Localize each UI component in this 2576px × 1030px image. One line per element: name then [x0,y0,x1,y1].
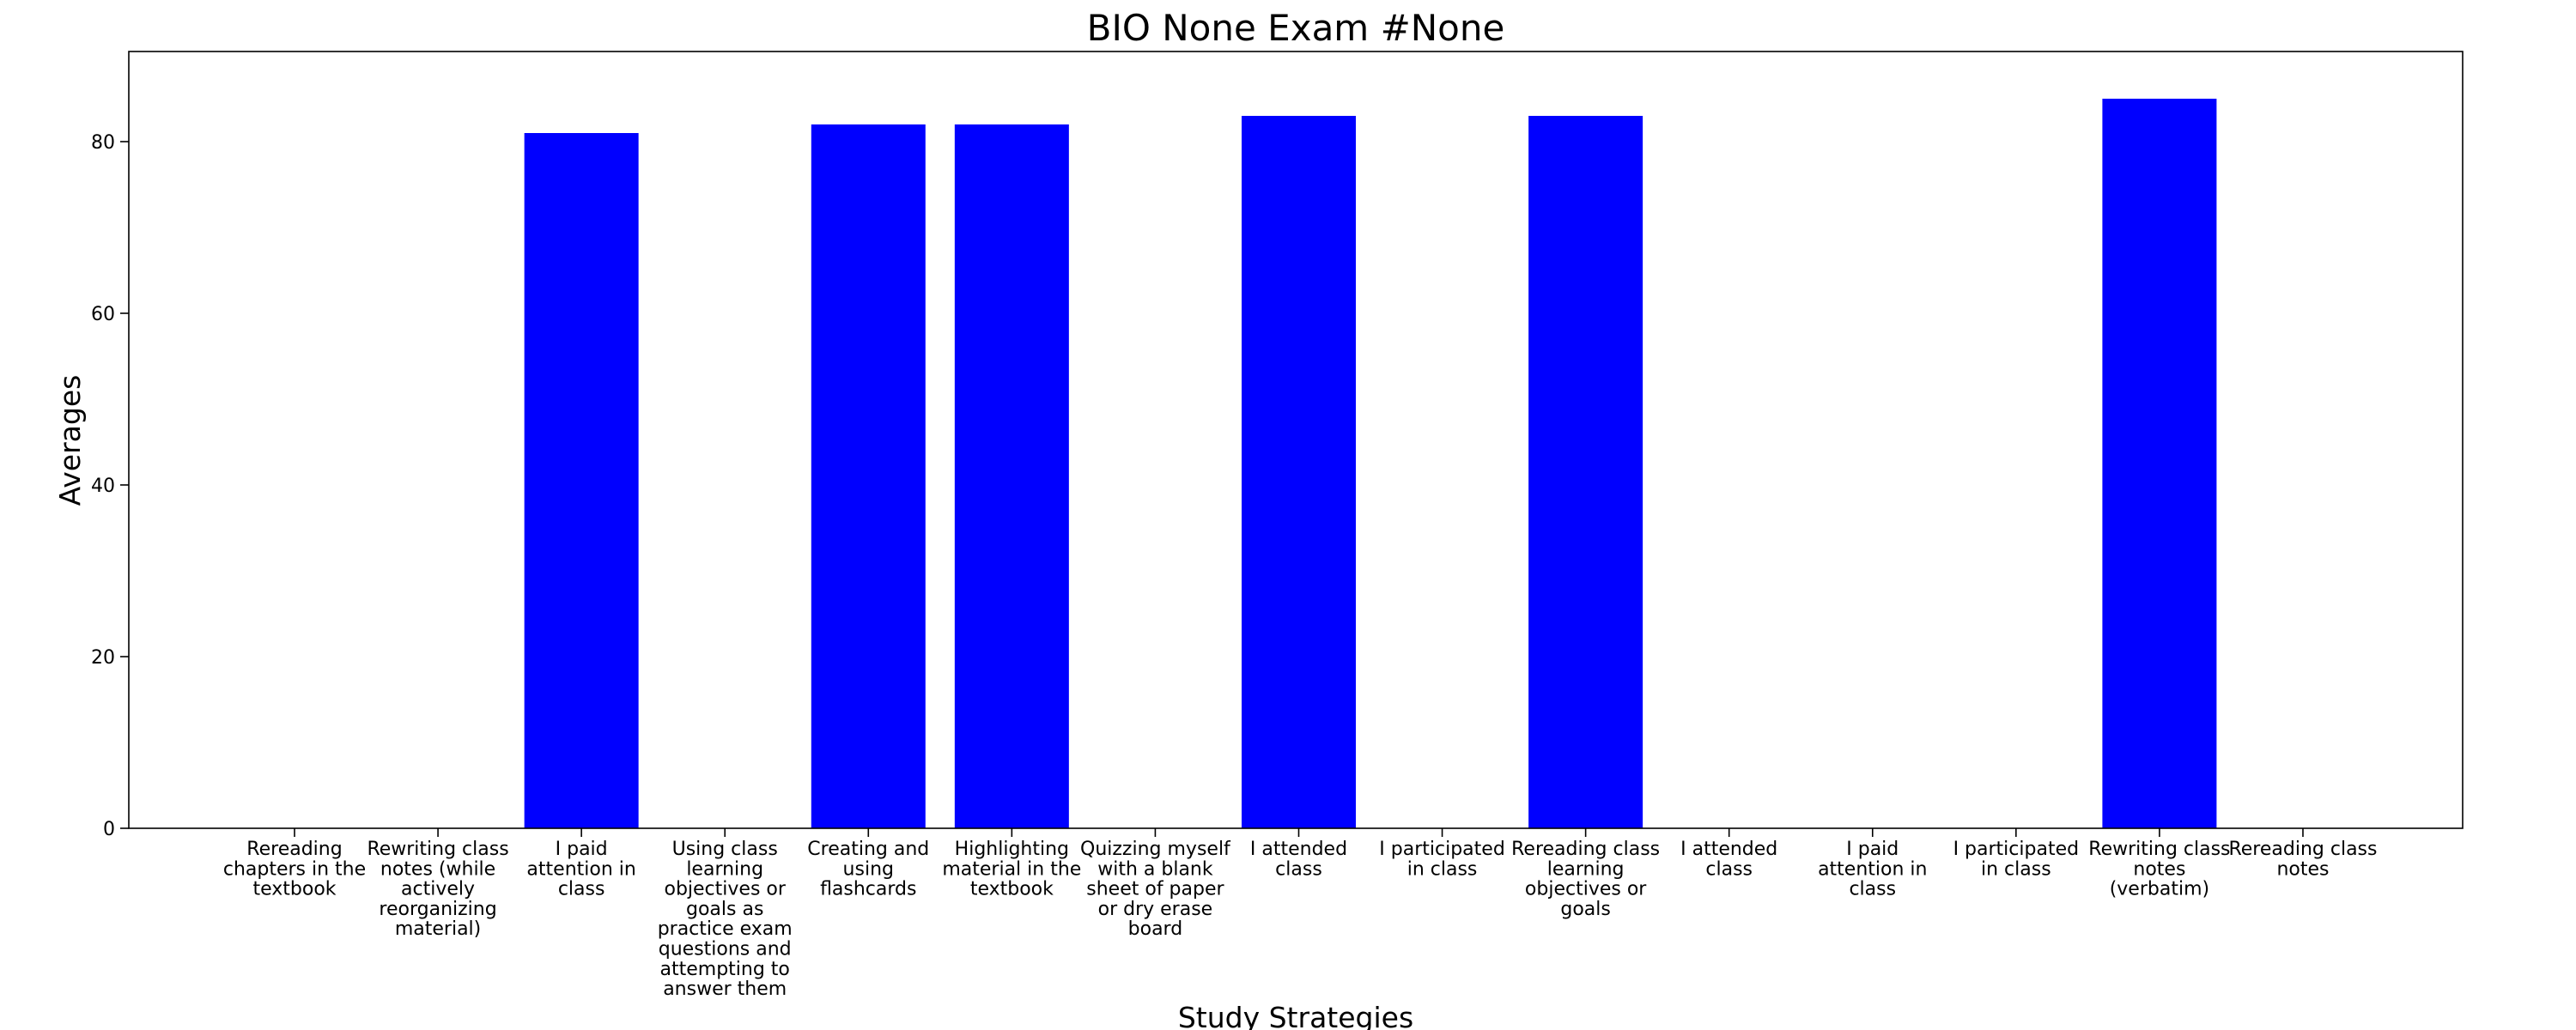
bar-8 [1241,116,1356,828]
x-tick-label: Highlighting material in the textbook [942,839,1081,900]
y-tick-label: 60 [91,304,115,325]
bar-5 [811,124,926,828]
x-tick-label: I attended class [1250,839,1347,880]
x-tick-label: I paid attention in class [1818,839,1927,900]
x-tick-label: I paid attention in class [526,839,635,900]
x-axis-title: Study Strategies [1178,1001,1413,1030]
y-tick-label: 0 [103,819,115,840]
y-tick-label: 80 [91,132,115,154]
bar-6 [954,124,1069,828]
x-tick-label: Using class learning objectives or goals as… [658,839,793,1000]
x-tick-label: Rereading chapters in the textbook [223,839,366,900]
y-axis-title: Averages [53,375,87,506]
x-tick-label: Creating and using flashcards [807,839,929,900]
x-tick-label: Rereading class notes [2228,839,2377,880]
x-tick-label: Rewriting class notes (verbatim) [2088,839,2230,900]
x-tick-label: I participated in class [1379,839,1505,880]
x-tick-label: I participated in class [1953,839,2080,880]
plot-frame [128,51,2464,829]
bar-group [524,99,2217,828]
x-tick-label: I attended class [1680,839,1777,880]
y-tick-label: 20 [91,647,115,669]
x-tick-label: Rewriting class notes (while actively reorg… [367,839,508,940]
y-axis: 0 20 40 60 80 [91,132,129,840]
x-tick-label: Rereading class learning objectives or goal… [1511,839,1660,920]
x-tick-label: Quizzing myself with a blank sheet of pape… [1080,839,1231,940]
bar-10 [1528,116,1643,828]
x-axis: Rereading chapters in the textbookRewritin… [223,828,2377,1000]
y-tick-label: 40 [91,476,115,497]
chart-title: BIO None Exam #None [1087,7,1505,49]
bar-3 [524,133,639,828]
bar-14 [2102,99,2217,828]
